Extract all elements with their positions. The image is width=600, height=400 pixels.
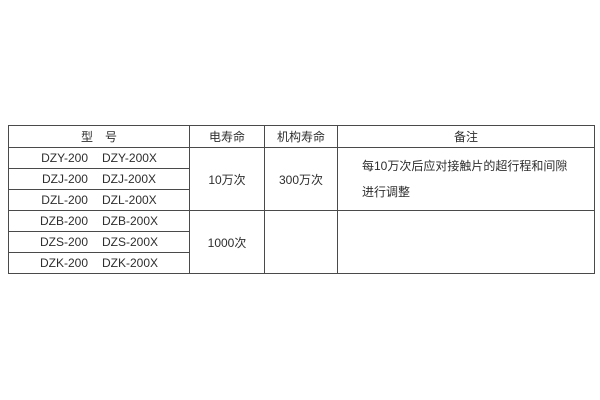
remarks-line-2: 进行调整 (362, 185, 411, 199)
table-row: DZB-200 DZB-200X 1000次 (8, 210, 595, 274)
model-right: DZS-200X (102, 235, 159, 249)
model-pair: DZJ-200 DZJ-200X (10, 172, 189, 186)
model-cell: DZY-200 DZY-200X (8, 147, 190, 169)
model-right: DZY-200X (102, 151, 157, 165)
table-row: DZJ-200 DZJ-200X (8, 168, 595, 190)
header-model: 型 号 (8, 125, 190, 148)
model-right: DZL-200X (101, 193, 157, 207)
table-row: DZL-200 DZL-200X (8, 189, 595, 211)
model-cell: DZS-200 DZS-200X (8, 231, 190, 253)
model-cell: DZL-200 DZL-200X (8, 189, 190, 211)
remarks-line-1: 每10万次后应对接触片的超行程和间隙 (362, 159, 568, 173)
remarks-cell (337, 210, 595, 274)
model-pair: DZS-200 DZS-200X (10, 235, 189, 249)
table-header-row: 型 号 电寿命 机构寿命 备注 (8, 125, 595, 148)
relay-life-spec-table: 型 号 电寿命 机构寿命 备注 DZY-200 DZY-200X 10万次 30… (8, 125, 595, 274)
header-remarks: 备注 (337, 125, 595, 148)
model-left: DZS-200 (39, 235, 88, 249)
model-left: DZB-200 (39, 214, 88, 228)
table-row: DZK-200 DZK-200X (8, 252, 595, 274)
model-left: DZY-200 (41, 151, 88, 165)
model-left: DZK-200 (39, 256, 88, 270)
model-right: DZB-200X (102, 214, 159, 228)
electrical-life-cell: 10万次 (189, 147, 265, 211)
model-left: DZL-200 (41, 193, 88, 207)
model-cell: DZK-200 DZK-200X (8, 252, 190, 274)
mechanical-life-cell: 300万次 (264, 147, 338, 211)
model-right: DZK-200X (102, 256, 159, 270)
model-pair: DZK-200 DZK-200X (10, 256, 189, 270)
model-cell: DZJ-200 DZJ-200X (8, 168, 190, 190)
model-cell: DZB-200 DZB-200X (8, 210, 190, 232)
model-right: DZJ-200X (101, 172, 157, 186)
header-electrical-life: 电寿命 (189, 125, 265, 148)
electrical-life-cell: 1000次 (189, 210, 265, 274)
table-row: DZY-200 DZY-200X 10万次 300万次 每10万次后应对接触片的… (8, 147, 595, 211)
model-left: DZJ-200 (41, 172, 88, 186)
model-pair: DZY-200 DZY-200X (10, 151, 189, 165)
remarks-cell: 每10万次后应对接触片的超行程和间隙 进行调整 (337, 147, 595, 211)
mechanical-life-cell (264, 210, 338, 274)
model-pair: DZB-200 DZB-200X (10, 214, 189, 228)
header-mechanical-life: 机构寿命 (264, 125, 338, 148)
model-pair: DZL-200 DZL-200X (10, 193, 189, 207)
